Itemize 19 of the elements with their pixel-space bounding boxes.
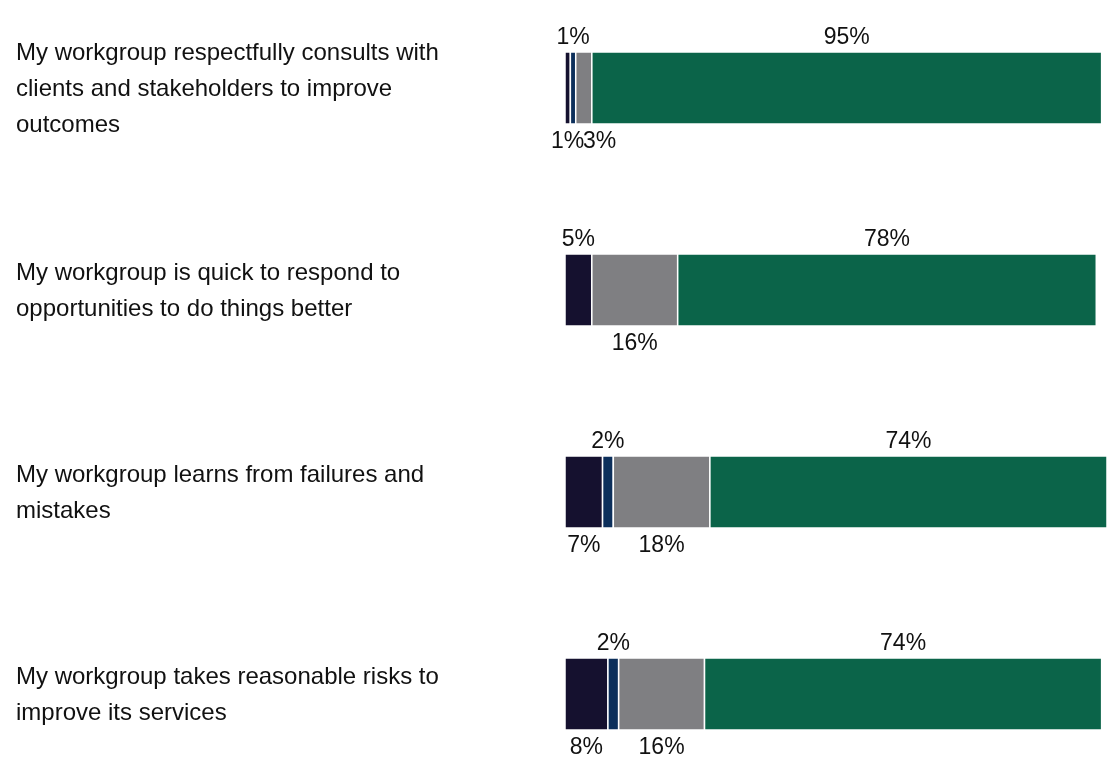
y-tick-label: My workgroup respectfully consults with clients and stakeholders to improve outcomes (16, 38, 439, 137)
data-label: 74% (880, 629, 927, 655)
data-label: 18% (638, 531, 685, 557)
data-label: 74% (885, 427, 932, 453)
data-label: 2% (591, 427, 625, 453)
data-label: 7% (567, 531, 601, 557)
y-tick-label: My workgroup learns from failures and mistakes (16, 460, 425, 523)
y-tick-label: My workgroup is quick to respond to opportunities to do things better (16, 258, 401, 321)
data-label: 2% (596, 629, 630, 655)
y-tick-label: My workgroup takes reasonable risks to improve its services (16, 662, 439, 725)
data-label: 16% (638, 733, 685, 759)
data-label: 95% (823, 23, 870, 49)
data-label: 3% (583, 127, 617, 153)
data-label: 1% (556, 23, 590, 49)
data-label: 1% (551, 127, 585, 153)
data-label: 5% (561, 225, 596, 251)
data-label: 8% (569, 733, 604, 759)
data-label: 78% (863, 225, 910, 251)
data-label: 16% (611, 329, 658, 355)
